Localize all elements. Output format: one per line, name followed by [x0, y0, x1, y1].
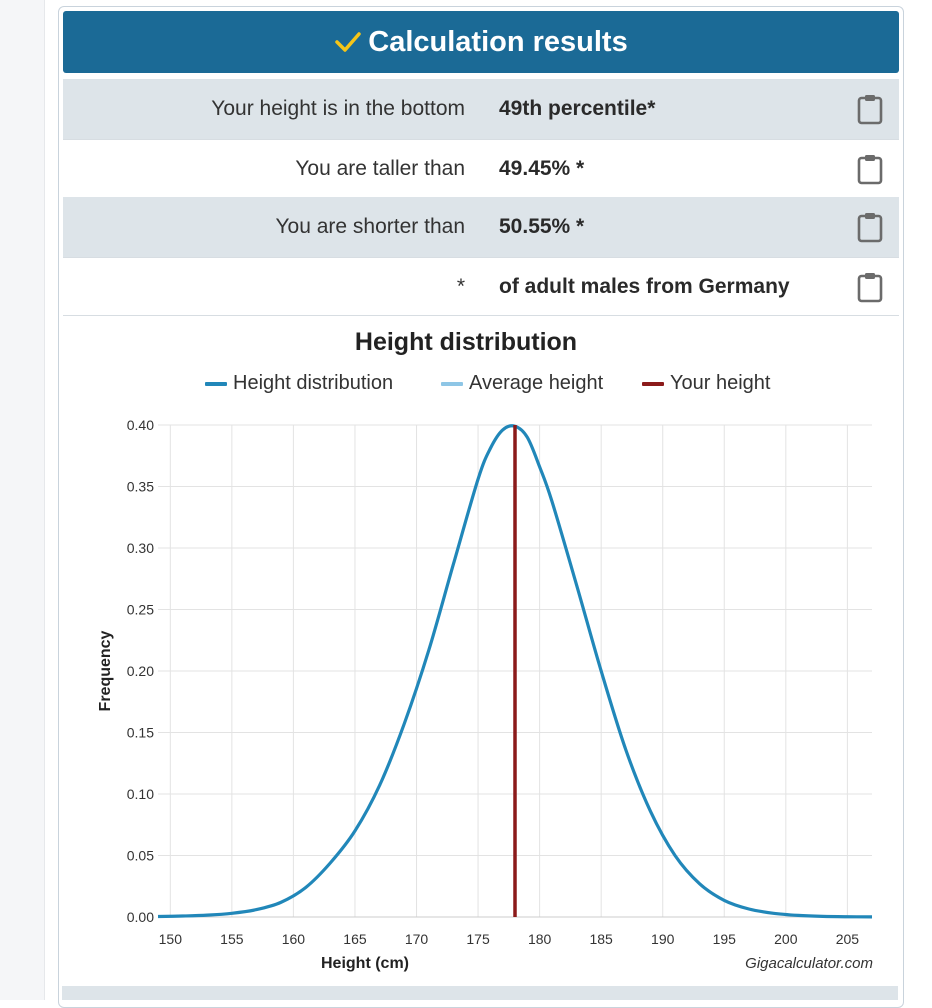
- result-value: of adult males from Germany: [499, 275, 790, 298]
- x-axis-title: Height (cm): [321, 955, 409, 972]
- y-tick-label: 0.05: [127, 848, 154, 864]
- x-tick-label: 165: [343, 931, 367, 947]
- x-tick-label: 205: [836, 931, 860, 947]
- y-tick-label: 0.00: [127, 909, 154, 925]
- legend-label: Your height: [670, 372, 771, 394]
- legend-label: Height distribution: [233, 372, 394, 394]
- result-row-shorter: You are shorter than 50.55% *: [63, 197, 899, 257]
- legend-item-average[interactable]: Average height: [441, 372, 603, 395]
- page-left-margin: [0, 0, 45, 1000]
- result-label: You are taller than: [295, 157, 465, 180]
- row-divider: [63, 139, 899, 140]
- x-tick-label: 170: [405, 931, 429, 947]
- result-label: Your height is in the bottom: [211, 97, 465, 120]
- results-header: Calculation results: [63, 11, 899, 73]
- y-tick-label: 0.10: [127, 786, 154, 802]
- result-row-population: * of adult males from Germany: [63, 257, 899, 317]
- x-tick-label: 160: [282, 931, 306, 947]
- x-tick-label: 195: [713, 931, 737, 947]
- x-tick-label: 180: [528, 931, 552, 947]
- clipboard-icon[interactable]: [857, 271, 883, 303]
- results-title: Calculation results: [368, 25, 628, 58]
- y-tick-label: 0.35: [127, 479, 154, 495]
- x-tick-label: 200: [774, 931, 798, 947]
- result-value: 49.45% *: [499, 157, 585, 180]
- legend-swatch: [642, 381, 664, 386]
- y-tick-label: 0.20: [127, 663, 154, 679]
- clipboard-icon[interactable]: [857, 93, 883, 125]
- result-label: You are shorter than: [275, 215, 465, 238]
- checkmark-icon: [335, 32, 362, 52]
- y-tick-label: 0.30: [127, 540, 154, 556]
- next-row-edge: [62, 986, 898, 1000]
- y-axis-title: Frequency: [97, 630, 114, 711]
- x-tick-label: 150: [159, 931, 183, 947]
- chart-credit: Gigacalculator.com: [745, 955, 873, 972]
- legend-swatch: [441, 381, 463, 386]
- x-tick-label: 190: [651, 931, 675, 947]
- clipboard-icon[interactable]: [857, 211, 883, 243]
- legend-label: Average height: [469, 372, 604, 394]
- result-row-taller: You are taller than 49.45% *: [63, 139, 899, 199]
- results-panel: Calculation results Your height is in th…: [58, 6, 904, 1008]
- chart-legend: Height distribution Average height Your …: [0, 372, 932, 400]
- y-tick-label: 0.25: [127, 602, 154, 618]
- chart-title: Height distribution: [354, 328, 578, 356]
- legend-item-distribution[interactable]: Height distribution: [205, 372, 393, 395]
- x-tick-label: 175: [466, 931, 490, 947]
- result-row-percentile: Your height is in the bottom 49th percen…: [63, 79, 899, 139]
- result-value: 50.55% *: [499, 215, 585, 238]
- x-tick-label: 185: [589, 931, 613, 947]
- y-tick-label: 0.15: [127, 725, 154, 741]
- clipboard-icon[interactable]: [857, 153, 883, 185]
- result-value: 49th percentile*: [499, 97, 656, 120]
- y-tick-label: 0.40: [127, 417, 154, 433]
- result-label: *: [456, 275, 465, 298]
- row-divider: [63, 315, 899, 316]
- row-divider: [63, 257, 899, 258]
- legend-swatch: [205, 381, 227, 386]
- x-tick-label: 155: [220, 931, 244, 947]
- legend-item-your-height[interactable]: Your height: [642, 372, 770, 395]
